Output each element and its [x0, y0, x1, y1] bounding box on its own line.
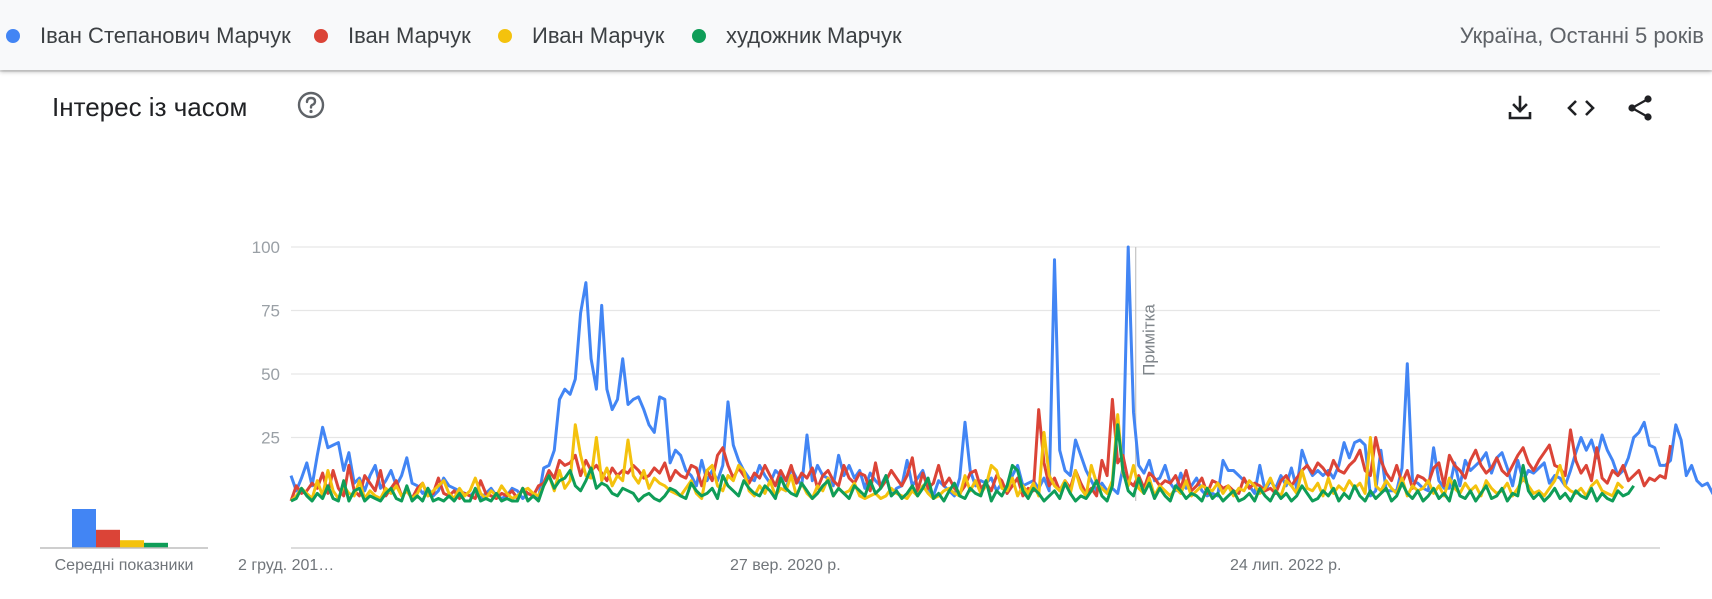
x-tick-label-2: 27 вер. 2020 р. [730, 557, 841, 574]
compare-terms-bar: Іван Степанович Марчук Іван Марчук Иван … [0, 0, 1712, 70]
y-tick-label-100: 100 [252, 238, 280, 257]
term-chip-1[interactable]: Іван Степанович Марчук [6, 22, 291, 50]
annotation-label[interactable]: Примітка [1140, 304, 1159, 376]
term-chip-2[interactable]: Іван Марчук [314, 22, 471, 50]
help-circle-icon[interactable] [296, 90, 326, 120]
x-tick-label-3: 24 лип. 2022 р. [1230, 557, 1341, 574]
term-chip-3[interactable]: Иван Марчук [498, 22, 664, 50]
term-4-label: художник Марчук [726, 23, 902, 48]
term-chip-4[interactable]: художник Марчук [692, 22, 902, 50]
average-bar-3[interactable] [120, 540, 144, 548]
average-label: Середні показники [55, 557, 194, 574]
average-bar-1[interactable] [72, 509, 96, 548]
download-icon[interactable] [1504, 92, 1536, 124]
series-lines[interactable] [289, 245, 1712, 503]
interest-over-time-card: Інтерес із часом Середні показники 25 50 7… [0, 72, 1712, 599]
term-3-label: Иван Марчук [532, 23, 665, 48]
term-2-label: Іван Марчук [348, 23, 471, 48]
region-timeframe-label[interactable]: Україна, Останні 5 років [1459, 23, 1704, 48]
series-line-4[interactable] [290, 423, 1635, 503]
card-title: Інтерес із часом [52, 92, 248, 122]
annotation-marker[interactable]: Примітка [1135, 247, 1159, 501]
x-tick-label-1: 2 груд. 201… [238, 557, 334, 574]
embed-code-icon[interactable] [1565, 92, 1597, 124]
average-bar-2[interactable] [96, 529, 120, 548]
y-tick-label-25: 25 [261, 429, 280, 448]
average-bar-4[interactable] [144, 542, 168, 548]
y-tick-label-75: 75 [261, 302, 280, 321]
share-icon[interactable] [1624, 92, 1656, 124]
y-tick-label-50: 50 [261, 365, 280, 384]
term-4-color-dot [692, 29, 706, 43]
term-1-label: Іван Степанович Марчук [40, 23, 291, 48]
term-2-color-dot [314, 29, 328, 43]
interest-chart: Середні показники 25 50 75 100 Примітка 2 г… [40, 238, 1712, 574]
term-1-color-dot [6, 29, 20, 43]
average-bars [72, 509, 168, 548]
term-3-color-dot [498, 29, 512, 43]
gridlines: 25 50 75 100 [252, 238, 1660, 448]
series-line-3[interactable] [289, 413, 1625, 503]
